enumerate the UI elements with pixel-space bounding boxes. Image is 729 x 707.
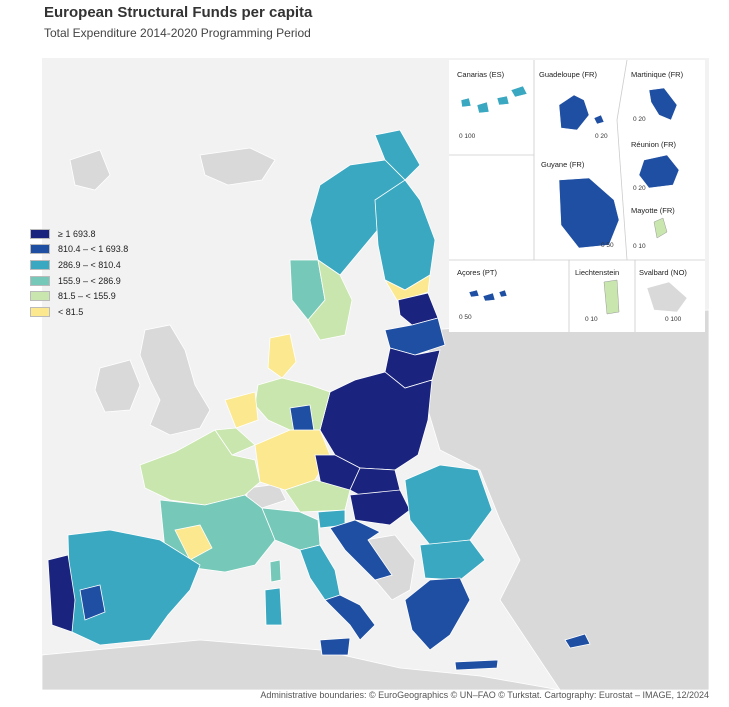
region-norway-north (374, 129, 421, 181)
inset-liechtenstein-title: Liechtenstein (575, 268, 620, 277)
legend-swatch (30, 306, 50, 317)
inset-canarias-title: Canarias (ES) (457, 70, 505, 79)
inset-guadeloupe-title: Guadeloupe (FR) (539, 70, 597, 79)
region-sicily (319, 637, 351, 656)
inset-martinique-title: Martinique (FR) (631, 70, 684, 79)
inset-acores-title: Açores (PT) (457, 268, 498, 277)
region-greece (404, 577, 471, 651)
region-poland (319, 371, 433, 471)
ireland-landmass (94, 359, 141, 413)
region-finland-south (383, 274, 431, 303)
inset-acores-scale: 0 50 (459, 314, 472, 321)
inset-guadeloupe-scale: 0 20 (595, 133, 608, 140)
inset-svalbard-scale: 0 100 (665, 316, 682, 323)
region-cyprus (564, 633, 591, 649)
legend: ≥ 1 693.8 810.4 – < 1 693.8 286.9 – < 81… (30, 226, 128, 320)
legend-swatch (30, 228, 50, 239)
inset-divider (616, 119, 628, 261)
legend-swatch (30, 244, 50, 255)
inset-mayotte-title: Mayotte (FR) (631, 206, 675, 215)
region-crete (454, 659, 499, 671)
region-spain-west (79, 584, 106, 621)
region-austria (284, 479, 351, 513)
map-title: European Structural Funds per capita (44, 4, 313, 21)
north-africa-landmass (42, 639, 561, 690)
eastern-europe-landmass (424, 309, 709, 690)
legend-label: ≥ 1 693.8 (58, 228, 96, 239)
inset-reunion-scale: 0 20 (633, 185, 646, 192)
legend-swatch (30, 259, 50, 270)
region-finland (374, 179, 436, 291)
region-netherlands (224, 391, 259, 429)
legend-label: 81.5 – < 155.9 (58, 291, 116, 302)
inset-svalbard-territory (646, 281, 688, 313)
legend-item: 810.4 – < 1 693.8 (30, 242, 128, 258)
inset-canarias-scale: 0 100 (459, 133, 476, 140)
region-france-centre (174, 524, 213, 561)
region-italy-centre (299, 544, 341, 601)
legend-item: ≥ 1 693.8 (30, 226, 128, 242)
inset-martinique-scale: 0 20 (633, 116, 646, 123)
region-corsica (269, 559, 282, 583)
inset-guyane-territory (558, 177, 620, 249)
legend-label: 286.9 – < 810.4 (58, 259, 121, 270)
inset-guyane-title: Guyane (FR) (541, 160, 585, 169)
inset-guadeloupe-island (558, 94, 605, 131)
greenland-landmass (69, 149, 111, 191)
region-italy-south (324, 594, 376, 641)
region-sardinia (264, 587, 283, 626)
map-credit: Administrative boundaries: © EuroGeograp… (260, 690, 709, 700)
inset-svalbard-title: Svalbard (NO) (639, 268, 687, 277)
legend-item: < 81.5 (30, 304, 128, 320)
inset-canarias-islands (460, 85, 528, 114)
legend-swatch (30, 275, 50, 286)
inset-reunion-island (638, 154, 680, 189)
region-france-north (139, 429, 261, 506)
inset-mayotte-island (653, 217, 668, 239)
inset-divider (616, 60, 628, 121)
inset-liechtenstein-scale: 0 10 (585, 316, 598, 323)
legend-label: 810.4 – < 1 693.8 (58, 244, 129, 255)
inset-reunion-title: Réunion (FR) (631, 140, 677, 149)
inset-liechtenstein-territory (603, 279, 620, 315)
legend-item: 155.9 – < 286.9 (30, 273, 128, 289)
uk-landmass (139, 324, 211, 436)
region-sweden-south (307, 259, 353, 341)
inset-guyane-scale: 0 50 (601, 242, 614, 249)
legend-swatch (30, 291, 50, 302)
inset-acores-islands (468, 289, 508, 302)
legend-item: 286.9 – < 810.4 (30, 257, 128, 273)
region-romania (404, 464, 493, 546)
region-hungary (349, 489, 411, 526)
inset-mayotte-scale: 0 10 (633, 243, 646, 250)
region-croatia (329, 519, 393, 581)
region-bulgaria (419, 539, 486, 581)
inset-martinique-island (648, 87, 678, 121)
map-subtitle: Total Expenditure 2014-2020 Programming … (44, 26, 311, 40)
legend-label: 155.9 – < 286.9 (58, 275, 121, 286)
legend-item: 81.5 – < 155.9 (30, 288, 128, 304)
region-denmark (267, 333, 297, 379)
inset-panel: Canarias (ES) 0 100 Guadeloupe (FR) 0 20… (449, 60, 705, 332)
legend-label: < 81.5 (58, 306, 84, 317)
region-portugal (47, 554, 76, 633)
iceland-landmass (199, 147, 276, 186)
